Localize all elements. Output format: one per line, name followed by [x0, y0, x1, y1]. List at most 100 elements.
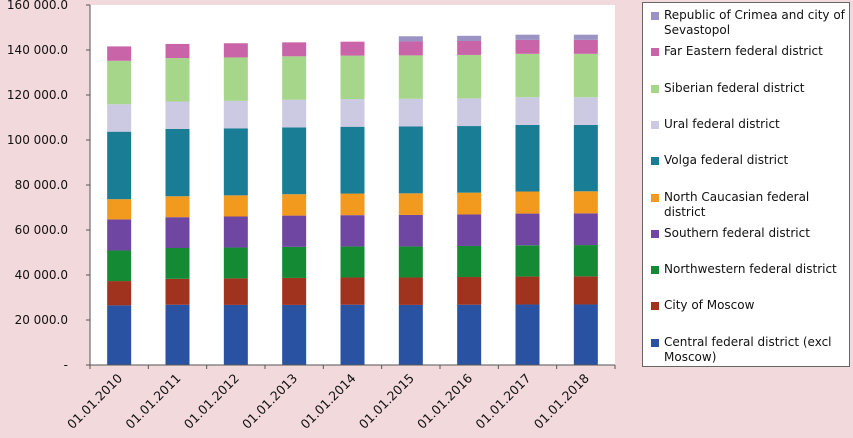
legend-label: Central federal district (excl Moscow)	[664, 334, 832, 364]
legend-item: City of Moscow	[651, 298, 847, 313]
legend-item: Volga federal district	[651, 153, 847, 168]
bar-segment	[282, 42, 307, 57]
bar-segment	[223, 304, 248, 365]
bar-segment	[515, 213, 540, 246]
legend: Republic of Crimea and city of Sevastopo…	[642, 2, 850, 367]
legend-swatch	[651, 12, 659, 20]
bar-segment	[573, 191, 598, 214]
bar-segment	[573, 124, 598, 192]
bar-segment	[573, 39, 598, 54]
bar-segment	[282, 194, 307, 216]
bar-segment	[457, 214, 482, 246]
bar-segment	[398, 98, 423, 127]
legend-item: Central federal district (excl Moscow)	[651, 335, 847, 365]
bar-segment	[515, 39, 540, 54]
bar-segment	[282, 56, 307, 100]
bar-segment	[398, 277, 423, 305]
bar-segment	[107, 250, 132, 282]
legend-item: Siberian federal district	[651, 81, 847, 96]
bar-segment	[573, 53, 598, 98]
bar-segment	[223, 195, 248, 217]
legend-swatch	[651, 302, 659, 311]
legend-swatch	[651, 48, 659, 57]
x-tick-label: 01.01.2014	[297, 370, 358, 431]
bar-segment	[282, 277, 307, 305]
x-tick-label: 01.01.2016	[414, 370, 475, 431]
legend-label: Southern federal district	[664, 225, 810, 240]
bar-segment	[457, 245, 482, 278]
legend-label: City of Moscow	[664, 298, 755, 313]
legend-swatch	[651, 229, 659, 238]
y-tick-label: 160 000.0	[7, 0, 68, 12]
bar-segment	[340, 304, 365, 365]
bar-segment	[515, 53, 540, 98]
bar-segment	[340, 99, 365, 127]
bar-segment	[573, 213, 598, 246]
x-tick-label: 01.01.2010	[64, 370, 125, 431]
bar-segment	[223, 57, 248, 101]
legend-swatch	[651, 84, 659, 93]
bar-segment	[340, 193, 365, 216]
legend-item: Southern federal district	[651, 226, 847, 241]
bar-segment	[457, 277, 482, 305]
bar-segment	[515, 34, 540, 40]
bar-segment	[457, 98, 482, 127]
bar-segment	[282, 304, 307, 365]
bar-segment	[457, 54, 482, 99]
y-tick-label: 20 000.0	[15, 313, 68, 327]
bar-segment	[165, 217, 190, 248]
y-tick-label: 100 000.0	[7, 133, 68, 147]
legend-label: North Caucasian federal district	[664, 189, 810, 219]
bar-segment	[398, 36, 423, 42]
bar-segment	[573, 97, 598, 125]
y-tick-label: 40 000.0	[15, 268, 68, 282]
bar-segment	[165, 101, 190, 129]
bar-segment	[515, 276, 540, 305]
bar-segment	[340, 41, 365, 56]
bar-segment	[515, 304, 540, 365]
bar-segment	[107, 46, 132, 61]
legend-label: Volga federal district	[664, 153, 789, 168]
bar-segment	[107, 219, 132, 251]
bar-segment	[107, 281, 132, 306]
y-tick-label: 140 000.0	[7, 43, 68, 57]
legend-swatch	[651, 266, 659, 275]
bar-segment	[457, 35, 482, 41]
x-tick-label: 01.01.2011	[122, 371, 183, 432]
bar-segment	[282, 99, 307, 128]
bar-segment	[457, 126, 482, 193]
bar-segment	[107, 305, 132, 365]
bar-segment	[107, 104, 132, 132]
legend-item: Far Eastern federal district	[651, 44, 847, 59]
legend-label: Far Eastern federal district	[664, 44, 823, 59]
bar-segment	[398, 41, 423, 56]
legend-label: Republic of Crimea and city of Sevastopo…	[664, 8, 845, 37]
bar-segment	[165, 128, 190, 197]
bar-segment	[573, 245, 598, 277]
bar-segment	[515, 245, 540, 277]
legend-item: Northwestern federal district	[651, 262, 847, 277]
bar-segment	[282, 127, 307, 195]
legend-label: Northwestern federal district	[664, 262, 837, 277]
bar-segment	[165, 43, 190, 59]
y-tick-label: 120 000.0	[7, 88, 68, 102]
bar-segment	[223, 100, 248, 129]
bar-segment	[223, 216, 248, 248]
bar-segment	[340, 246, 365, 278]
bar-segment	[398, 55, 423, 99]
legend-item: North Caucasian federal district	[651, 190, 847, 220]
x-tick-label: 01.01.2017	[472, 371, 533, 432]
bar-segment	[340, 215, 365, 247]
bar-segment	[107, 60, 132, 105]
x-tick-label: 01.01.2012	[181, 371, 242, 432]
legend-swatch	[651, 338, 659, 347]
bar-segment	[457, 304, 482, 365]
bar-segment	[515, 97, 540, 125]
bar-segment	[398, 246, 423, 278]
bar-segment	[223, 128, 248, 196]
bar-segment	[573, 276, 598, 305]
bar-segment	[398, 126, 423, 194]
bar-segment	[398, 193, 423, 215]
bar-segment	[107, 199, 132, 220]
